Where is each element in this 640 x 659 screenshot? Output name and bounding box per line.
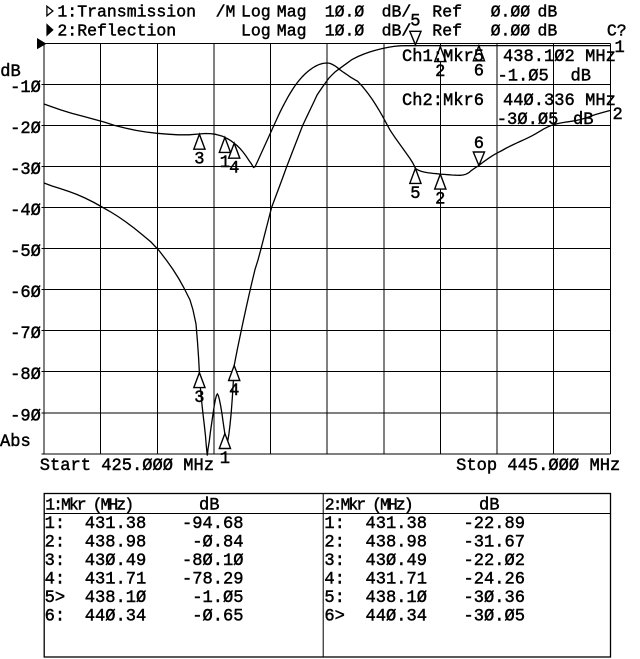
- svg-text:-8Ø.1Ø: -8Ø.1Ø: [182, 552, 244, 571]
- svg-text:1: 1: [220, 450, 230, 469]
- svg-text:44Ø.34: 44Ø.34: [366, 607, 428, 626]
- svg-text:-8Ø: -8Ø: [10, 366, 41, 385]
- svg-text:44Ø.336 MHz: 44Ø.336 MHz: [503, 92, 616, 111]
- svg-text:dB/: dB/: [382, 22, 412, 41]
- svg-text:-4Ø: -4Ø: [10, 202, 41, 221]
- svg-text:5: 5: [410, 13, 420, 32]
- svg-text:6:: 6:: [45, 607, 66, 626]
- svg-text:dB: dB: [199, 497, 220, 516]
- svg-text:Ref: Ref: [432, 22, 462, 41]
- svg-text:-Ø.84: -Ø.84: [192, 534, 243, 553]
- svg-text:44Ø.34: 44Ø.34: [85, 607, 147, 626]
- svg-text:3: 3: [194, 151, 204, 170]
- svg-text:Stop 445.ØØØ MHz: Stop 445.ØØØ MHz: [456, 457, 620, 476]
- svg-text:-1Ø: -1Ø: [10, 79, 41, 98]
- svg-text:438.1Ø: 438.1Ø: [85, 589, 147, 608]
- svg-text:431.38: 431.38: [366, 515, 428, 534]
- svg-text:-94.68: -94.68: [182, 515, 244, 534]
- svg-text:5:: 5:: [324, 589, 345, 608]
- svg-text:Log: Log: [241, 22, 271, 41]
- svg-text:1:Mkr (MHz): 1:Mkr (MHz): [45, 496, 132, 515]
- svg-text:2: 2: [435, 63, 445, 82]
- svg-text:2:Reflection: 2:Reflection: [57, 22, 176, 41]
- svg-text:Ø.ØØ: Ø.ØØ: [491, 22, 531, 41]
- svg-text:-1.Ø5: -1.Ø5: [192, 589, 243, 608]
- svg-text:43Ø.49: 43Ø.49: [366, 552, 428, 571]
- svg-text:4: 4: [229, 160, 239, 179]
- svg-text:/M: /M: [216, 2, 236, 21]
- svg-text:dB: dB: [538, 22, 558, 41]
- svg-text:-24.26: -24.26: [463, 570, 525, 589]
- svg-text:Ref: Ref: [432, 2, 462, 21]
- svg-text:1:Transmission: 1:Transmission: [57, 2, 196, 21]
- svg-text:438.1Ø: 438.1Ø: [366, 589, 428, 608]
- svg-text:-31.67: -31.67: [463, 534, 525, 553]
- svg-text:-3Ø.Ø5: -3Ø.Ø5: [463, 607, 525, 626]
- svg-text:-2Ø: -2Ø: [10, 120, 41, 139]
- svg-text:6>: 6>: [324, 607, 345, 626]
- svg-text:1Ø.Ø: 1Ø.Ø: [325, 2, 365, 21]
- svg-text:-22.Ø2: -22.Ø2: [463, 552, 525, 571]
- svg-text:431.71: 431.71: [85, 570, 147, 589]
- svg-text:-78.29: -78.29: [182, 570, 244, 589]
- svg-text:438.98: 438.98: [85, 534, 147, 553]
- svg-text:1: 1: [220, 154, 230, 173]
- svg-text:dB: dB: [479, 497, 500, 516]
- svg-text:dB: dB: [0, 63, 21, 82]
- svg-text:Start 425.ØØØ MHz: Start 425.ØØØ MHz: [40, 457, 214, 476]
- svg-text:2:Mkr (MHz): 2:Mkr (MHz): [325, 496, 412, 515]
- svg-text:4: 4: [229, 382, 239, 401]
- svg-text:2:: 2:: [324, 534, 345, 553]
- svg-text:-9Ø: -9Ø: [10, 407, 41, 426]
- svg-text:Abs: Abs: [0, 433, 31, 452]
- svg-text:-5Ø: -5Ø: [10, 243, 41, 262]
- svg-text:6: 6: [474, 135, 484, 154]
- svg-text:C?: C?: [607, 22, 627, 41]
- svg-text:Ø.ØØ: Ø.ØØ: [491, 2, 531, 21]
- svg-text:-3Ø.36: -3Ø.36: [463, 589, 525, 608]
- svg-text:3:: 3:: [45, 552, 66, 571]
- svg-text:4:: 4:: [45, 570, 66, 589]
- svg-text:5: 5: [410, 185, 420, 204]
- svg-text:1Ø.Ø: 1Ø.Ø: [325, 22, 365, 41]
- svg-text:438.1Ø2 MHz: 438.1Ø2 MHz: [503, 48, 616, 67]
- svg-text:2: 2: [435, 191, 445, 210]
- svg-text:-3Ø: -3Ø: [10, 161, 41, 180]
- svg-text:3: 3: [194, 389, 204, 408]
- svg-text:3:: 3:: [324, 552, 345, 571]
- svg-text:-6Ø: -6Ø: [10, 284, 41, 303]
- svg-text:1:: 1:: [324, 515, 345, 534]
- svg-text:Ch1:Mkr5: Ch1:Mkr5: [402, 48, 484, 67]
- svg-text:-1.Ø5: -1.Ø5: [498, 68, 549, 87]
- svg-text:431.71: 431.71: [366, 570, 428, 589]
- svg-text:43Ø.49: 43Ø.49: [85, 552, 147, 571]
- svg-text:-Ø.65: -Ø.65: [192, 607, 243, 626]
- svg-text:dB/: dB/: [382, 2, 412, 21]
- svg-text:-7Ø: -7Ø: [10, 325, 41, 344]
- svg-text:Mag: Mag: [277, 22, 307, 41]
- svg-text:1: 1: [615, 39, 625, 58]
- svg-text:2:: 2:: [45, 534, 66, 553]
- svg-text:Mag: Mag: [277, 2, 307, 21]
- svg-text:431.38: 431.38: [85, 515, 147, 534]
- svg-text:6: 6: [474, 62, 484, 81]
- svg-text:2: 2: [613, 106, 623, 125]
- svg-text:5>: 5>: [45, 589, 66, 608]
- svg-text:438.98: 438.98: [366, 534, 428, 553]
- svg-text:dB: dB: [571, 68, 592, 87]
- svg-text:1:: 1:: [45, 515, 66, 534]
- svg-text:4:: 4:: [324, 570, 345, 589]
- svg-text:Log: Log: [241, 2, 271, 21]
- svg-text:-3Ø.Ø5: -3Ø.Ø5: [497, 111, 559, 130]
- svg-text:dB: dB: [538, 2, 558, 21]
- svg-text:-22.89: -22.89: [463, 515, 525, 534]
- svg-text:Ch2:Mkr6: Ch2:Mkr6: [402, 92, 484, 111]
- svg-text:dB: dB: [573, 111, 594, 130]
